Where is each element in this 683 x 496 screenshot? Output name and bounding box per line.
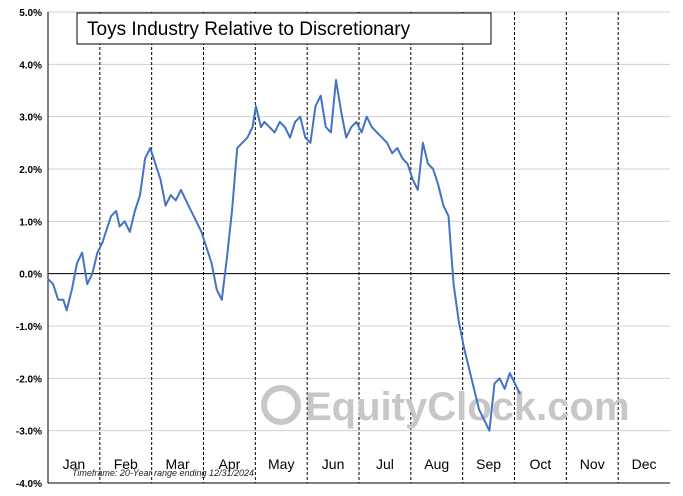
title-box bbox=[76, 12, 492, 45]
watermark: EquityClock.com bbox=[261, 385, 630, 429]
month-label: Mar bbox=[166, 456, 190, 472]
month-label: Apr bbox=[219, 456, 241, 472]
month-label: Nov bbox=[580, 456, 605, 472]
month-label: May bbox=[268, 456, 294, 472]
month-labels: Jan Feb Mar Apr May Jun Jul Aug Sep Oct Nov Dec bbox=[63, 456, 657, 472]
y-tick-label: 3.0% bbox=[19, 113, 42, 124]
timeframe-note: Timeframe: 20-Year range ending 12/31/20… bbox=[72, 468, 254, 478]
month-label: Sep bbox=[476, 456, 501, 472]
watermark-logo-icon bbox=[261, 385, 301, 425]
y-tick-label: -3.0% bbox=[16, 427, 42, 438]
y-tick-labels: -4.0% -3.0% -2.0% -1.0% 0.0% 1.0% 2.0% 3.0% 4.0%… bbox=[16, 8, 42, 490]
y-tick-label: 1.0% bbox=[19, 217, 42, 228]
month-label: Aug bbox=[424, 456, 449, 472]
y-tick-label: -2.0% bbox=[16, 374, 42, 385]
plot-frame bbox=[47, 12, 670, 484]
y-tick-label: 0.0% bbox=[19, 270, 42, 281]
y-tick-label: -4.0% bbox=[16, 479, 42, 490]
y-tick-label: -1.0% bbox=[16, 322, 42, 333]
month-label: Dec bbox=[632, 456, 657, 472]
month-label: Jun bbox=[322, 456, 345, 472]
chart-title: Toys Industry Relative to Discretionary bbox=[87, 19, 411, 40]
month-label: Jan bbox=[63, 456, 86, 472]
y-tick-label: 4.0% bbox=[19, 60, 42, 71]
month-label: Jul bbox=[376, 456, 394, 472]
y-tick-label: 2.0% bbox=[19, 165, 42, 176]
y-tick-label: 5.0% bbox=[19, 8, 42, 19]
watermark-text: EquityClock.com bbox=[305, 385, 630, 429]
month-label: Feb bbox=[114, 456, 138, 472]
month-label: Oct bbox=[530, 456, 552, 472]
series-line bbox=[47, 79, 521, 432]
